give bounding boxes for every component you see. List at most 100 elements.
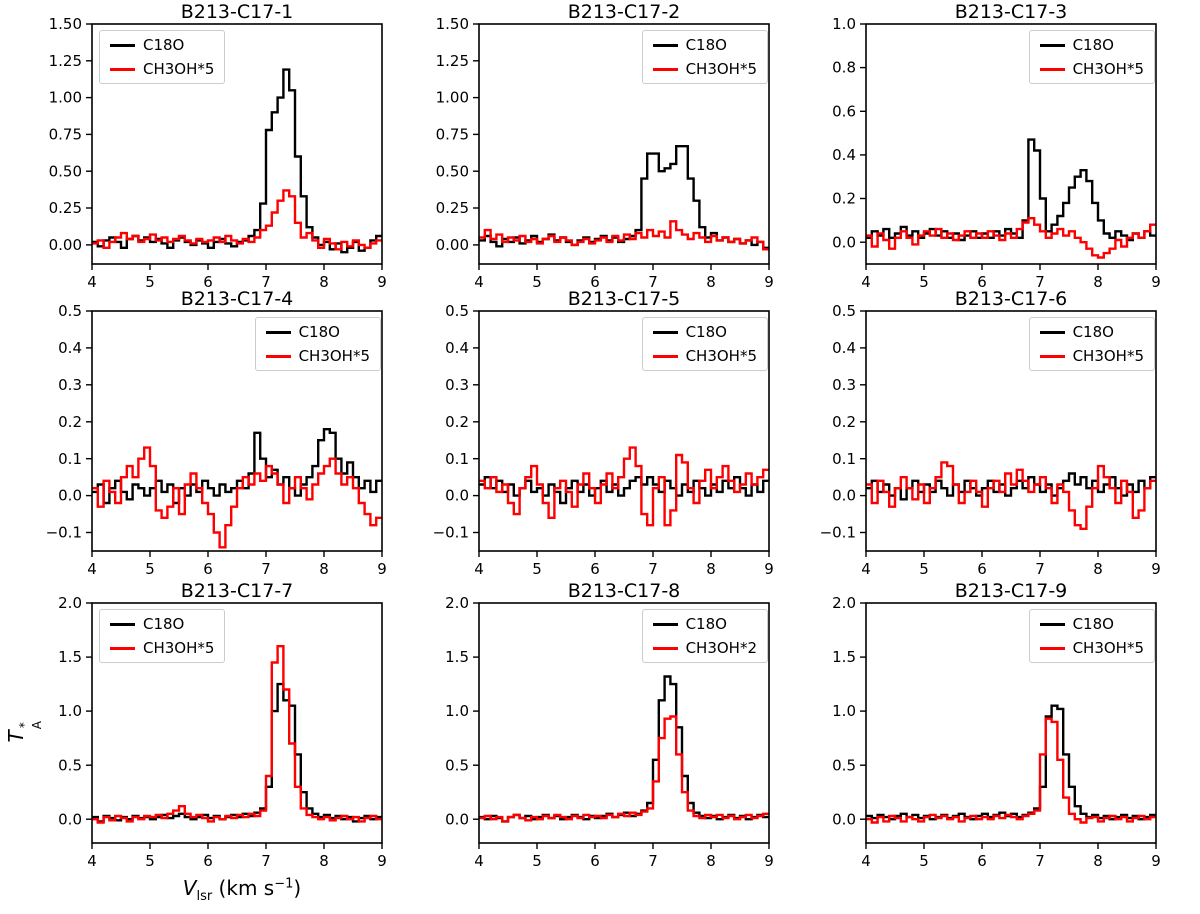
svg-text:4: 4 — [87, 560, 97, 578]
svg-text:1.00: 1.00 — [436, 89, 469, 107]
svg-text:0.50: 0.50 — [436, 162, 469, 180]
x-axis-label-close: ) — [293, 876, 302, 900]
c18o-line-swatch — [652, 330, 678, 334]
panel-title: B213-C17-2 — [567, 1, 681, 23]
svg-text:8: 8 — [319, 560, 329, 578]
svg-text:9: 9 — [1151, 560, 1161, 578]
panel-b213-c17-1: B213-C17-1 4 5 6 7 8 9 0.00 0.25 0.50 0.75 1.00 1.2… — [24, 0, 396, 306]
svg-text:0.5: 0.5 — [445, 302, 469, 320]
svg-text:6: 6 — [590, 852, 600, 870]
legend-entry-c18o: C18O — [110, 36, 214, 54]
svg-text:0.2: 0.2 — [832, 190, 856, 208]
svg-text:0.0: 0.0 — [832, 233, 856, 251]
c18o-line-swatch — [1039, 330, 1065, 334]
legend-entry-c18o: C18O — [652, 615, 757, 633]
legend-entry-ch3oh: CH3OH*5 — [110, 639, 214, 657]
legend-label: CH3OH*5 — [143, 60, 215, 78]
svg-text:9: 9 — [377, 852, 387, 870]
svg-text:7: 7 — [261, 852, 271, 870]
c18o-line-swatch — [652, 622, 678, 626]
spectrum-plot: 4 5 6 7 8 9 −0.1 0.0 0.1 0.2 0.3 0.4 0.5 — [433, 302, 774, 578]
svg-text:4: 4 — [87, 852, 97, 870]
svg-text:5: 5 — [145, 852, 155, 870]
svg-text:1.0: 1.0 — [832, 15, 856, 33]
svg-text:6: 6 — [203, 273, 213, 291]
panel-b213-c17-9: B213-C17-9 4 5 6 7 8 9 0.0 0.5 1.0 1.5 2.0 C18O CH… — [798, 579, 1170, 885]
svg-text:8: 8 — [319, 852, 329, 870]
legend-label: CH3OH*5 — [143, 639, 215, 657]
c18o-line-swatch — [1039, 43, 1065, 47]
svg-text:5: 5 — [145, 560, 155, 578]
panel-title: B213-C17-6 — [954, 288, 1068, 310]
c18o-line-swatch — [110, 622, 135, 626]
panel-title: B213-C17-5 — [567, 288, 681, 310]
svg-text:4: 4 — [861, 560, 871, 578]
svg-text:5: 5 — [919, 560, 929, 578]
legend-label: C18O — [143, 615, 185, 633]
svg-text:9: 9 — [764, 273, 774, 291]
y-axis-label: T * A — [4, 692, 44, 772]
svg-text:0.00: 0.00 — [436, 236, 469, 254]
svg-text:2.0: 2.0 — [832, 594, 856, 612]
c18o-line-swatch — [1039, 622, 1065, 626]
svg-text:9: 9 — [764, 852, 774, 870]
legend-entry-c18o: C18O — [1039, 36, 1144, 54]
panel-b213-c17-8: B213-C17-8 4 5 6 7 8 9 0.0 0.5 1.0 1.5 2.0 C18O CH… — [411, 579, 783, 885]
svg-text:1.0: 1.0 — [58, 702, 82, 720]
svg-text:0.0: 0.0 — [445, 810, 469, 828]
svg-text:−0.1: −0.1 — [46, 524, 82, 542]
spectrum-plot: 4 5 6 7 8 9 0.0 0.2 0.4 0.6 0.8 1.0 — [832, 15, 1161, 291]
svg-text:1.0: 1.0 — [445, 702, 469, 720]
legend-entry-c18o: C18O — [652, 36, 757, 54]
x-axis-label-exp: −1 — [274, 876, 294, 892]
c18o-line-swatch — [110, 43, 135, 47]
svg-text:2.0: 2.0 — [445, 594, 469, 612]
svg-text:0.0: 0.0 — [58, 487, 82, 505]
legend: C18O CH3OH*5 — [641, 317, 768, 371]
svg-text:1.25: 1.25 — [49, 52, 82, 70]
legend-label: CH3OH*5 — [1072, 639, 1144, 657]
svg-text:0.25: 0.25 — [49, 199, 82, 217]
legend-label: CH3OH*5 — [685, 347, 757, 365]
legend-label: C18O — [685, 323, 727, 341]
svg-text:5: 5 — [532, 852, 542, 870]
svg-text:0.50: 0.50 — [49, 162, 82, 180]
legend: C18O CH3OH*2 — [641, 609, 768, 663]
legend: C18O CH3OH*5 — [1028, 30, 1155, 84]
svg-text:0.5: 0.5 — [445, 756, 469, 774]
svg-text:5: 5 — [532, 273, 542, 291]
svg-text:0.2: 0.2 — [445, 413, 469, 431]
svg-text:9: 9 — [1151, 273, 1161, 291]
panel-b213-c17-7: B213-C17-7 4 5 6 7 8 9 0.0 0.5 1.0 1.5 2.0 C18O CH… — [24, 579, 396, 885]
y-axis-label-sub: A — [30, 721, 45, 730]
legend-label: C18O — [685, 36, 727, 54]
legend-entry-c18o: C18O — [265, 323, 370, 341]
ch3oh-line-swatch — [265, 354, 291, 358]
svg-text:4: 4 — [861, 273, 871, 291]
svg-text:−0.1: −0.1 — [820, 524, 856, 542]
legend-entry-ch3oh: CH3OH*5 — [1039, 347, 1144, 365]
svg-text:0.1: 0.1 — [445, 450, 469, 468]
svg-text:8: 8 — [706, 273, 716, 291]
legend-label: CH3OH*5 — [298, 347, 370, 365]
svg-text:4: 4 — [861, 852, 871, 870]
svg-text:9: 9 — [1151, 852, 1161, 870]
legend-entry-c18o: C18O — [652, 323, 757, 341]
svg-text:0.1: 0.1 — [58, 450, 82, 468]
x-axis-label: Vlsr (km s−1) — [122, 876, 362, 904]
svg-text:0.00: 0.00 — [49, 236, 82, 254]
ch3oh-line-swatch — [110, 646, 135, 650]
svg-text:1.5: 1.5 — [58, 648, 82, 666]
panel-b213-c17-4: B213-C17-4 4 5 6 7 8 9 −0.1 0.0 0.1 0.2 0.3 0.4 0.5 … — [24, 287, 396, 593]
svg-text:1.0: 1.0 — [832, 702, 856, 720]
legend-label: CH3OH*5 — [1072, 347, 1144, 365]
ch3oh-line-swatch — [1039, 354, 1065, 358]
legend-label: C18O — [685, 615, 727, 633]
x-axis-label-var: V — [182, 876, 197, 900]
legend-label: C18O — [143, 36, 185, 54]
x-axis-label-sub: lsr — [196, 889, 213, 904]
legend: C18O CH3OH*5 — [254, 317, 381, 371]
ch3oh-line-swatch — [652, 646, 678, 650]
svg-text:0.0: 0.0 — [445, 487, 469, 505]
